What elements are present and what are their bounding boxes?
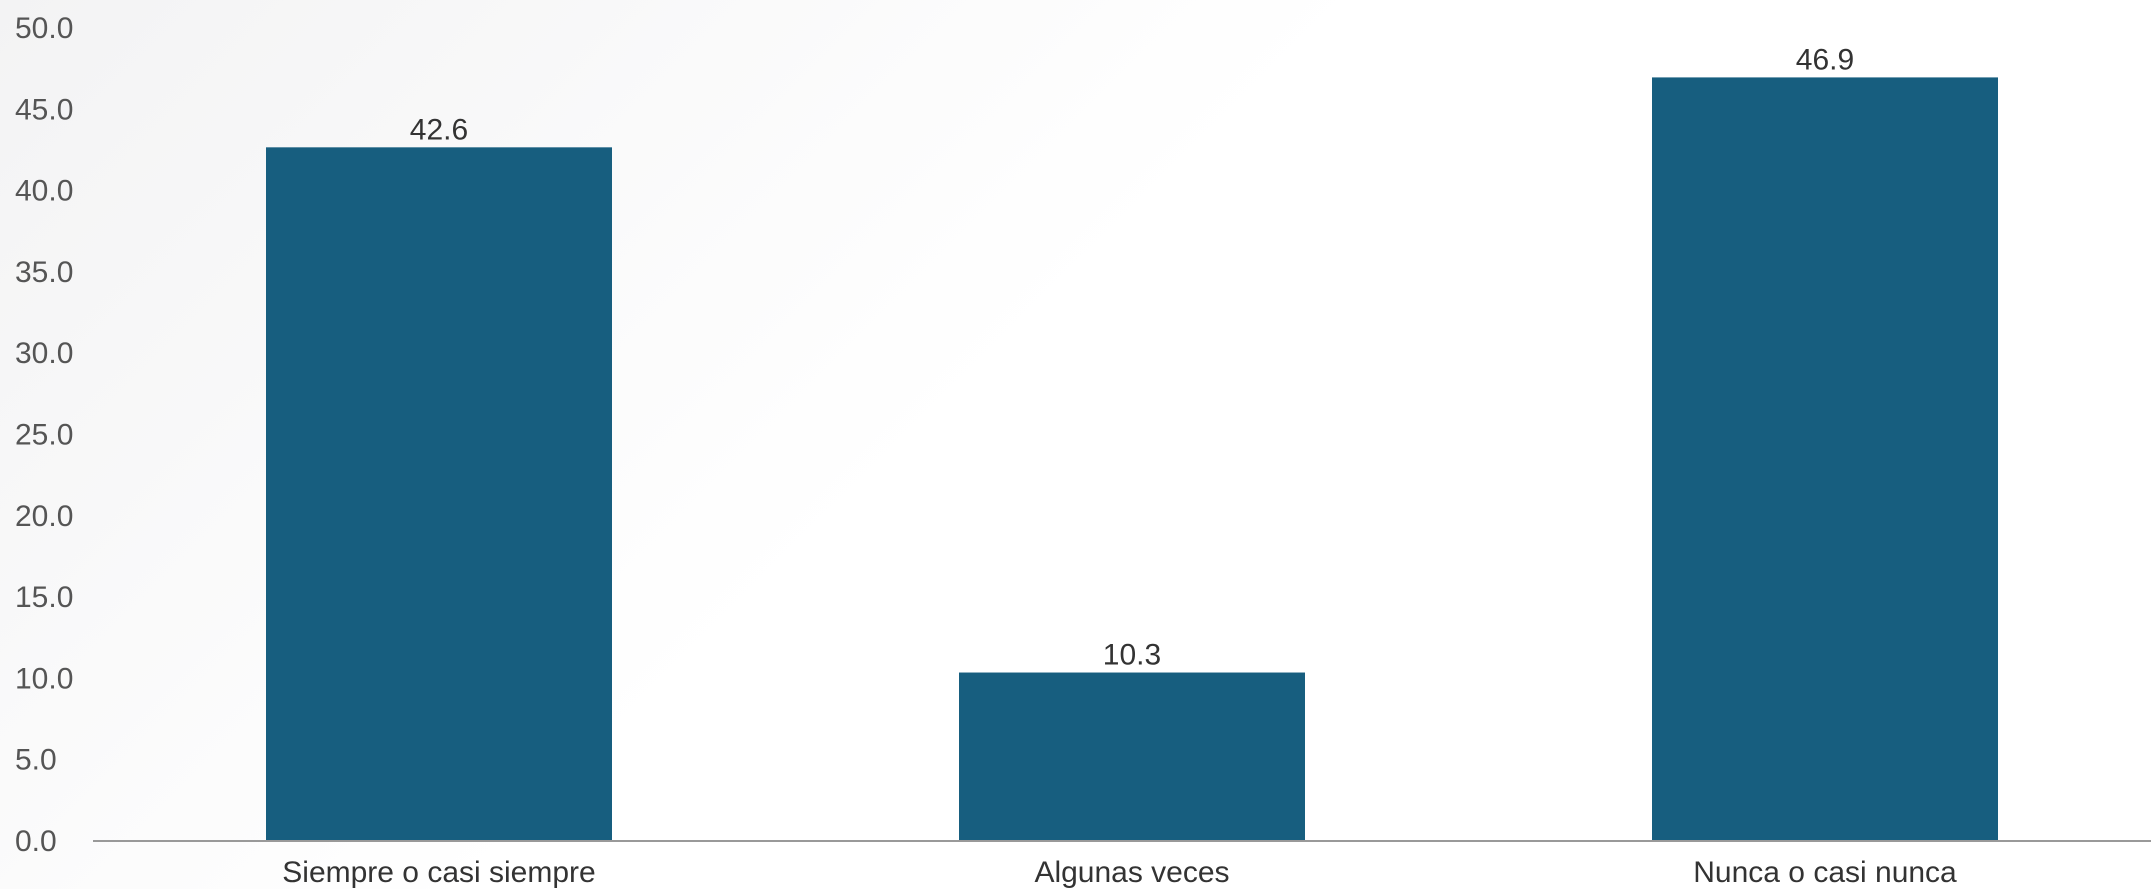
bar-value-label: 10.3 — [1103, 639, 1161, 672]
x-category-label: Algunas veces — [1034, 856, 1229, 889]
y-tick-label: 50.0 — [15, 12, 73, 45]
bars — [266, 77, 1998, 841]
y-tick-label: 25.0 — [15, 419, 73, 452]
y-tick-label: 15.0 — [15, 581, 73, 614]
y-tick-label: 30.0 — [15, 337, 73, 370]
y-tick-label: 0.0 — [15, 825, 57, 858]
y-tick-label: 40.0 — [15, 175, 73, 208]
bar-value-label: 42.6 — [410, 113, 468, 146]
bar — [1652, 77, 1998, 840]
y-tick-label: 5.0 — [15, 744, 57, 777]
bar — [959, 672, 1305, 840]
y-tick-label: 10.0 — [15, 662, 73, 695]
y-tick-label: 35.0 — [15, 256, 73, 289]
y-tick-label: 45.0 — [15, 93, 73, 126]
x-category-label: Siempre o casi siempre — [282, 856, 595, 889]
y-tick-label: 20.0 — [15, 500, 73, 533]
x-category-label: Nunca o casi nunca — [1693, 856, 1957, 889]
data-labels: 42.6 10.3 46.9 — [410, 43, 1854, 671]
x-axis-labels: Siempre o casi siempre Algunas veces Nunca… — [282, 856, 1957, 889]
y-axis-ticks: 0.0 5.0 10.0 15.0 20.0 25.0 30.0 35.0 40.0 45.0 50… — [15, 12, 73, 858]
bar-value-label: 46.9 — [1796, 43, 1854, 76]
bar — [266, 147, 612, 841]
